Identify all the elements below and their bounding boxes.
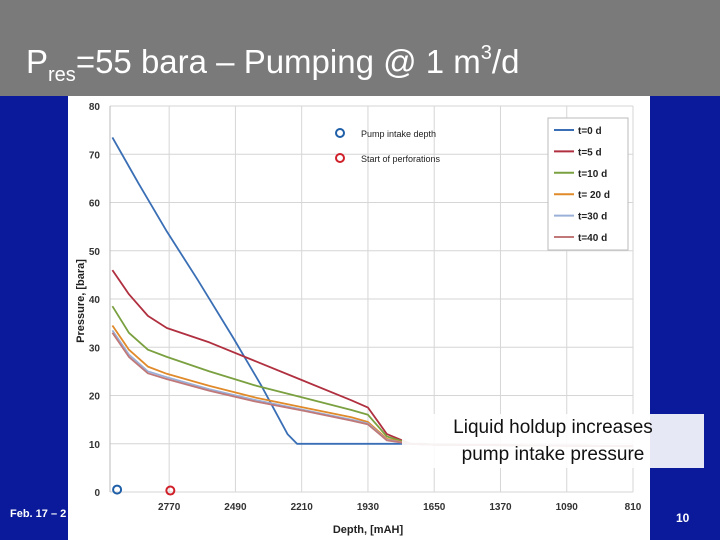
- legend: Pump intake depth Start of perforations t=…: [335, 117, 629, 251]
- y-tick-label: 60: [89, 199, 101, 210]
- legend-label-4: t=30 d: [578, 212, 607, 223]
- callout-line-2: pump intake pressure: [461, 444, 645, 465]
- y-tick-label: 20: [89, 392, 101, 403]
- slide-title: Pres=55 bara – Pumping @ 1 m3/d: [26, 42, 519, 87]
- legend-label-3: t= 20 d: [578, 190, 610, 201]
- x-tick-label: 2770: [158, 502, 181, 513]
- data-marker-0: [112, 484, 123, 495]
- y-tick-label: 30: [89, 343, 101, 354]
- x-tick-label: 810: [625, 502, 642, 513]
- pressure-depth-chart: 0 10 20 30 40 50 60 70 80 2770 2490 2210 1930 1650 137…: [75, 102, 642, 536]
- page-number: 10: [676, 511, 690, 525]
- legend-label-2: t=10 d: [578, 169, 607, 180]
- x-axis-label: Depth, [mAH]: [333, 524, 404, 536]
- x-tick-label: 1930: [357, 502, 380, 513]
- title-superscript: 3: [480, 42, 492, 64]
- title-middle: =55 bara – Pumping @ 1 m: [75, 43, 481, 80]
- legend-label-0: t=0 d: [578, 126, 602, 137]
- x-tick-label: 2490: [224, 502, 247, 513]
- callout-annotation: Liquid holdup increases pump intake pres…: [402, 414, 704, 468]
- marker-legend-symbol-0: [335, 128, 345, 138]
- marker-legend-label-0: Pump intake depth: [361, 129, 436, 139]
- tick-labels: 0 10 20 30 40 50 60 70 80 2770 2490 2210 1930 1650 137…: [89, 102, 642, 513]
- data-marker-1: [165, 485, 176, 496]
- y-tick-label: 50: [89, 247, 101, 258]
- callout-line-1: Liquid holdup increases: [453, 417, 653, 438]
- x-tick-label: 1650: [423, 502, 446, 513]
- title-bar: Pres=55 bara – Pumping @ 1 m3/d: [0, 0, 720, 96]
- marker-legend-symbol-1: [335, 153, 345, 163]
- footer-date: Feb. 17 – 2: [10, 508, 67, 520]
- y-tick-label: 80: [89, 102, 101, 113]
- title-subscript: res: [48, 64, 76, 86]
- title-main: P: [26, 43, 49, 80]
- x-tick-label: 2210: [291, 502, 314, 513]
- title-end: /d: [491, 43, 520, 80]
- chart-panel: 0 10 20 30 40 50 60 70 80 2770 2490 2210 1930 1650 137…: [68, 96, 704, 540]
- axis-labels: Depth, [mAH] Pressure, [bara]: [75, 259, 403, 536]
- y-tick-label: 40: [89, 295, 101, 306]
- x-tick-label: 1370: [489, 502, 512, 513]
- y-tick-label: 0: [94, 488, 100, 499]
- y-axis-label: Pressure, [bara]: [75, 259, 87, 343]
- marker-legend-label-1: Start of perforations: [361, 154, 441, 164]
- y-tick-label: 70: [89, 150, 101, 161]
- legend-box: [547, 117, 629, 251]
- legend-label-5: t=40 d: [578, 233, 607, 244]
- markers: [112, 484, 176, 496]
- y-tick-label: 10: [89, 440, 101, 451]
- legend-label-1: t=5 d: [578, 147, 602, 158]
- x-tick-label: 1090: [556, 502, 579, 513]
